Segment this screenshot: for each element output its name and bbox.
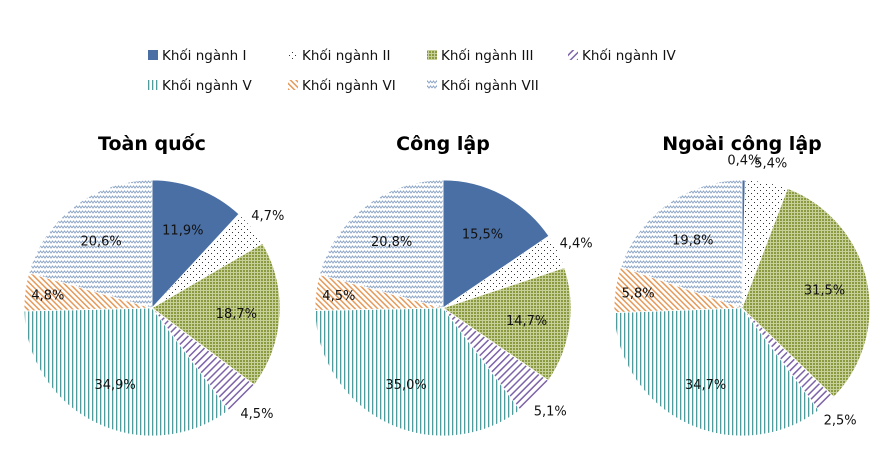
legend-label: Khối ngành III — [441, 47, 533, 64]
legend-label: Khối ngành VII — [441, 77, 539, 94]
data-label: 5,8% — [622, 287, 655, 302]
legend-item: Khối ngành VII — [427, 77, 539, 94]
legend-label: Khối ngành I — [162, 47, 247, 64]
data-label: 34,7% — [685, 378, 726, 393]
legend-item: Khối ngành II — [288, 47, 390, 64]
legend-swatch — [288, 80, 298, 90]
data-label: 14,7% — [506, 314, 547, 329]
data-label: 5,1% — [534, 405, 567, 420]
pie-title: Ngoài công lập — [662, 133, 822, 155]
pie-slice — [442, 267, 572, 382]
pie-slice — [23, 307, 230, 437]
legend-swatch — [568, 50, 578, 60]
data-label: 35,0% — [385, 378, 426, 393]
legend-swatch — [148, 50, 158, 60]
pie-title: Công lập — [396, 133, 490, 155]
legend-swatch — [427, 80, 437, 90]
legend: Khối ngành I Khối ngành II Khối ngành III K… — [148, 47, 676, 94]
pie-slice — [442, 179, 550, 309]
pie-slice — [620, 179, 743, 309]
legend-item: Khối ngành IV — [568, 47, 676, 64]
data-label: 19,8% — [672, 233, 713, 248]
data-label: 5,4% — [754, 156, 787, 171]
legend-label: Khối ngành VI — [302, 77, 396, 94]
pie: Toàn quốc 11,9% 4,7% 18,7% 4,5% 34,9% 4,8% 20,6… — [23, 132, 284, 437]
data-label: 4,8% — [31, 289, 64, 304]
legend-item: Khối ngành I — [148, 47, 247, 64]
data-label: 11,9% — [162, 223, 203, 238]
pie-slice — [151, 179, 240, 310]
pie-slice — [151, 242, 281, 386]
legend-item: Khối ngành V — [148, 77, 253, 94]
data-label: 20,8% — [371, 235, 412, 250]
data-label: 31,5% — [804, 284, 845, 299]
data-label: 2,5% — [824, 413, 857, 428]
data-label: 4,5% — [240, 407, 273, 422]
legend-item: Khối ngành VI — [288, 77, 396, 94]
data-label: 4,4% — [560, 236, 593, 251]
pie-slice — [613, 307, 820, 437]
pie-slice — [314, 307, 521, 437]
legend-label: Khối ngành V — [162, 77, 253, 94]
data-label: 20,6% — [80, 235, 121, 250]
data-label: 15,5% — [462, 227, 503, 242]
legend-swatch — [148, 80, 158, 90]
data-label: 4,7% — [251, 209, 284, 224]
legend-swatch — [427, 50, 437, 60]
legend-item: Khối ngành III — [427, 47, 533, 64]
pie-slice — [318, 179, 444, 309]
legend-swatch — [288, 50, 298, 60]
pie: Công lập 15,5% 4,4% 14,7% 5,1% 35,0% 4,5% 20,8% — [314, 133, 593, 437]
data-label: 4,5% — [322, 289, 355, 304]
pie-title: Toàn quốc — [98, 132, 206, 155]
pie-slice — [741, 187, 871, 398]
data-label: 18,7% — [216, 307, 257, 322]
data-label: 0,4% — [727, 154, 760, 169]
legend-label: Khối ngành IV — [582, 47, 676, 64]
pie-slice — [28, 179, 153, 309]
data-label: 34,9% — [94, 378, 135, 393]
legend-label: Khối ngành II — [302, 47, 390, 64]
